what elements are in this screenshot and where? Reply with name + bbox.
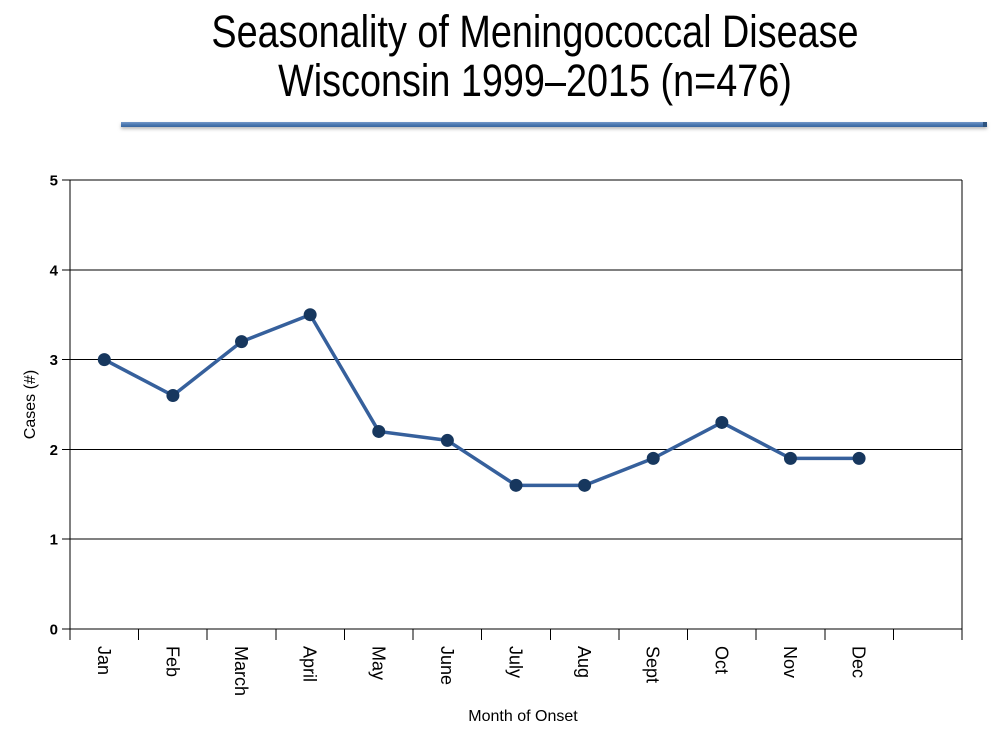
x-axis-title: Month of Onset	[468, 708, 578, 725]
y-tick-label-2: 2	[50, 442, 58, 459]
seasonality-line-chart: 0 1 2 3 4 5 Jan Feb March April May June July Aug Sept…	[22, 173, 963, 725]
x-tick-label-jan: Jan	[94, 646, 114, 675]
x-tick-label-july: July	[506, 646, 526, 678]
y-axis-title: Cases (#)	[22, 370, 39, 439]
y-tick-label-0: 0	[50, 622, 58, 639]
title-accent-divider	[121, 122, 987, 127]
x-tick-label-aug: Aug	[574, 646, 594, 678]
data-point-may	[372, 424, 386, 438]
data-point-feb	[166, 389, 180, 403]
x-tick-label-dec: Dec	[849, 646, 869, 678]
x-tick-label-feb: Feb	[162, 646, 182, 677]
chart-title: Seasonality of Meningococcal Disease Wis…	[86, 7, 931, 105]
chart-title-line-2: Wisconsin 1999–2015 (n=476)	[278, 55, 792, 106]
x-tick-label-june: June	[437, 646, 457, 685]
data-point-july	[509, 478, 523, 492]
data-point-dec	[852, 451, 866, 465]
x-tick-label-may: May	[368, 646, 388, 680]
data-point-june	[440, 433, 454, 447]
y-tick-label-4: 4	[50, 262, 59, 279]
data-point-oct	[715, 415, 729, 429]
data-point-sept	[646, 451, 660, 465]
data-point-april	[303, 308, 317, 322]
x-tick-label-nov: Nov	[780, 646, 800, 678]
x-tick-label-april: April	[300, 646, 320, 682]
y-tick-label-1: 1	[50, 532, 58, 549]
data-line	[102, 312, 861, 488]
chart-title-line-1: Seasonality of Meningococcal Disease	[211, 6, 859, 57]
data-point-jan	[97, 353, 111, 367]
y-tick-label-3: 3	[50, 352, 58, 369]
x-tick-label-oct: Oct	[711, 646, 731, 674]
y-tick-label-5: 5	[50, 173, 58, 190]
data-point-nov	[783, 451, 797, 465]
x-tick-label-sept: Sept	[643, 646, 663, 683]
x-tick-label-march: March	[231, 646, 251, 696]
data-point-aug	[578, 478, 592, 492]
data-point-march	[235, 335, 249, 349]
